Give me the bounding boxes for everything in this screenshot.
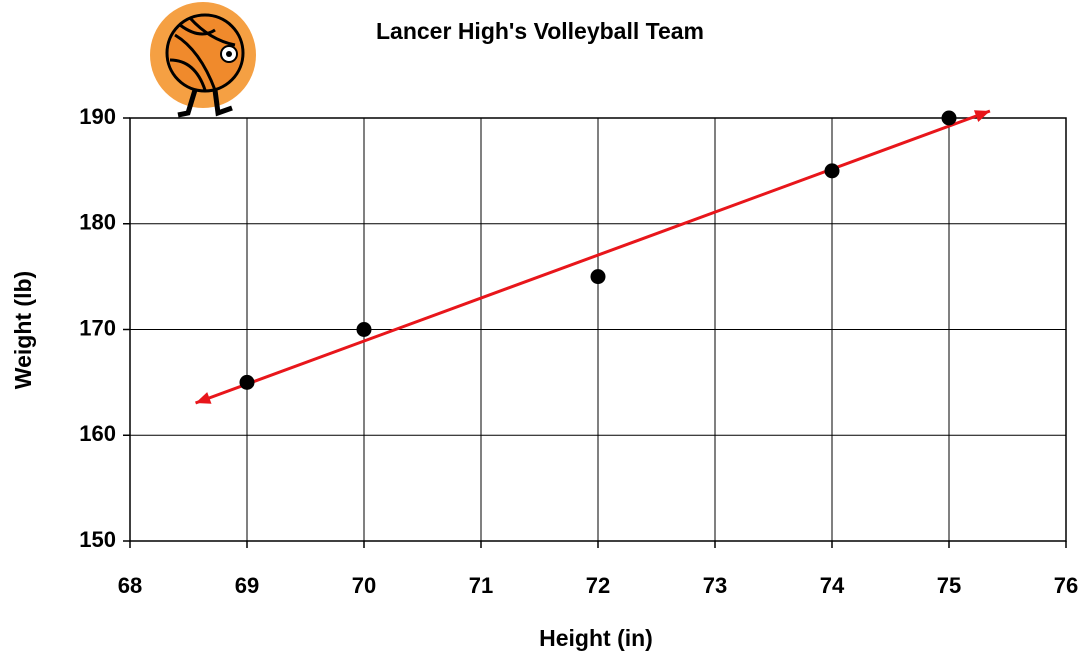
y-axis-title: Weight (lb): [10, 271, 36, 389]
x-tick-label: 75: [937, 573, 961, 598]
y-tick-label: 160: [79, 421, 116, 446]
y-tick-label: 190: [79, 104, 116, 129]
volleyball-icon: [150, 2, 256, 118]
chart-title: Lancer High's Volleyball Team: [376, 18, 704, 44]
x-tick-label: 68: [118, 573, 142, 598]
data-point: [590, 269, 606, 285]
data-point: [239, 374, 255, 390]
trend-arrowhead: [973, 110, 990, 122]
x-tick-label: 72: [586, 573, 610, 598]
x-tick-label: 76: [1054, 573, 1078, 598]
x-axis-title: Height (in): [539, 625, 653, 651]
y-tick-label: 170: [79, 315, 116, 340]
data-point: [824, 163, 840, 179]
data-point: [356, 322, 372, 337]
x-tick-label: 70: [352, 573, 376, 598]
x-tick-label: 71: [469, 573, 493, 598]
trend-arrowhead: [195, 392, 212, 404]
x-tick-label: 74: [820, 573, 845, 598]
x-tick-label: 69: [235, 573, 259, 598]
trend-line: [195, 109, 991, 405]
x-tick-label: 73: [703, 573, 727, 598]
y-tick-label: 180: [79, 210, 116, 235]
y-tick-label: 150: [79, 527, 116, 552]
data-point: [941, 110, 957, 126]
plot-border: [129, 117, 1067, 542]
